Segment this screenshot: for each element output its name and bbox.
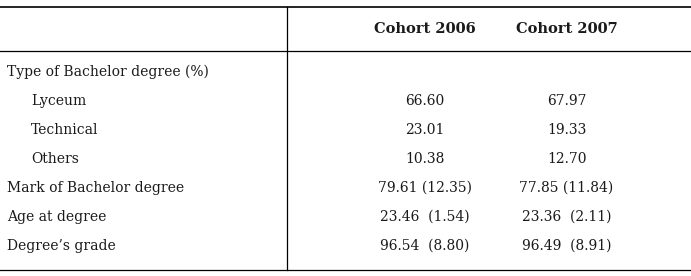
Text: 77.85 (11.84): 77.85 (11.84)	[520, 181, 614, 195]
Text: 19.33: 19.33	[547, 123, 586, 137]
Text: Technical: Technical	[31, 123, 99, 137]
Text: 79.61 (12.35): 79.61 (12.35)	[378, 181, 472, 195]
Text: 12.70: 12.70	[547, 152, 587, 166]
Text: Mark of Bachelor degree: Mark of Bachelor degree	[7, 181, 184, 195]
Text: 96.54  (8.80): 96.54 (8.80)	[380, 239, 470, 253]
Text: 67.97: 67.97	[547, 94, 587, 108]
Text: Cohort 2006: Cohort 2006	[374, 22, 476, 36]
Text: Degree’s grade: Degree’s grade	[7, 239, 115, 253]
Text: Cohort 2007: Cohort 2007	[515, 22, 618, 36]
Text: 23.01: 23.01	[406, 123, 444, 137]
Text: Age at degree: Age at degree	[7, 210, 106, 224]
Text: 66.60: 66.60	[406, 94, 444, 108]
Text: 10.38: 10.38	[406, 152, 444, 166]
Text: 23.46  (1.54): 23.46 (1.54)	[380, 210, 470, 224]
Text: 23.36  (2.11): 23.36 (2.11)	[522, 210, 612, 224]
Text: Others: Others	[31, 152, 79, 166]
Text: Lyceum: Lyceum	[31, 94, 86, 108]
Text: Type of Bachelor degree (%): Type of Bachelor degree (%)	[7, 65, 209, 79]
Text: 96.49  (8.91): 96.49 (8.91)	[522, 239, 612, 253]
